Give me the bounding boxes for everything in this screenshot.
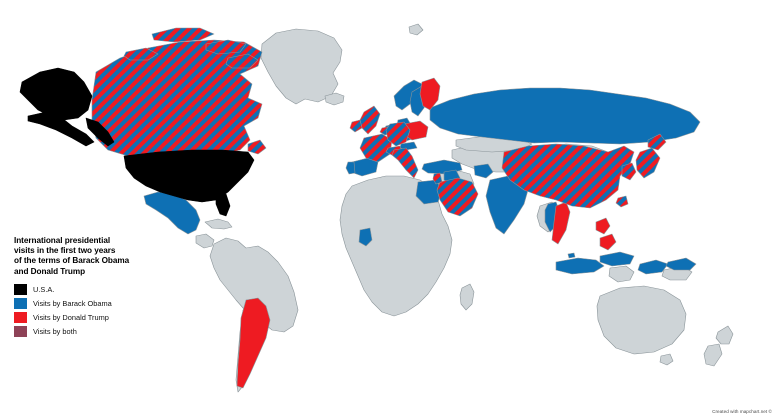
region-russia [429,87,701,145]
region-south-korea [621,162,637,181]
region-south-america [209,237,299,333]
region-png-blue [665,257,697,271]
region-canada [91,39,263,159]
region-borneo-neutral [608,265,635,283]
region-portugal [345,161,356,175]
legend-title: International presidential visits in the… [14,236,130,276]
region-france [359,133,393,163]
legend-item-both[interactable]: Visits by both [14,325,164,337]
region-ireland [349,119,363,133]
region-usa-alaska [19,67,93,121]
region-china [501,143,635,209]
region-madagascar [459,283,475,311]
region-usa-aleutians [27,111,95,147]
region-tasmania [659,353,674,366]
region-finland [419,77,441,111]
region-canada-arctic-2 [205,39,247,55]
legend-list: U.S.A. Visits by Barack Obama Visits by … [14,283,164,337]
region-greenland [260,28,343,105]
region-new-zealand-s [703,343,723,367]
region-new-zealand-n [715,325,734,345]
region-argentina [236,297,271,389]
region-canada-newfoundland [247,139,267,155]
legend: International presidential visits in the… [14,236,164,340]
region-usa-florida [215,193,231,217]
legend-swatch-usa [14,283,27,295]
region-canada-arctic-1 [151,27,215,43]
region-taiwan [615,195,629,208]
region-italy [391,147,419,179]
region-japan-1 [647,133,667,151]
legend-label-usa: U.S.A. [33,284,55,294]
map-regions [19,23,734,393]
region-philippines-2 [599,233,617,251]
region-ghana [358,227,373,247]
region-indonesia-3 [637,259,669,275]
region-indonesia-1 [555,257,605,275]
legend-swatch-both [14,325,27,337]
region-central-america-neutral [195,233,215,249]
region-israel [432,172,443,185]
legend-label-obama: Visits by Barack Obama [33,298,112,308]
legend-label-both: Visits by both [33,326,77,336]
region-svalbard [408,23,424,36]
region-philippines-1 [595,217,611,235]
region-canada-arctic-3 [225,53,259,69]
legend-label-trump: Visits by Donald Trump [33,312,109,322]
region-japan-2 [635,147,661,179]
region-germany [385,121,411,147]
region-australia [596,285,687,355]
legend-item-obama[interactable]: Visits by Barack Obama [14,297,164,309]
region-usa-panhandle [85,117,115,147]
region-singapore [567,252,576,259]
legend-item-usa[interactable]: U.S.A. [14,283,164,295]
region-indonesia-2 [599,251,635,267]
legend-swatch-trump [14,311,27,323]
region-caribbean [204,218,233,230]
legend-item-trump[interactable]: Visits by Donald Trump [14,311,164,323]
region-canada-arctic-4 [123,47,159,61]
attribution-credit: Created with mapchart.net © [712,409,772,414]
region-iceland [324,92,345,106]
legend-swatch-obama [14,297,27,309]
region-saudi-arabia [436,177,479,217]
region-afghanistan [473,163,494,179]
